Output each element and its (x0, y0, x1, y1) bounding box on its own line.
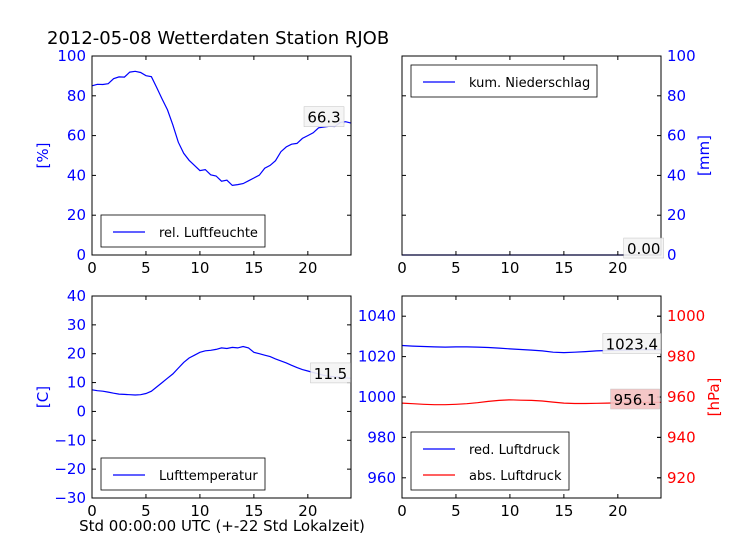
y2-tick-label-pressure: 980 (667, 348, 696, 366)
legend-label-humidity: rel. Luftfeuchte (159, 226, 258, 241)
x-tick-label-pressure: 10 (500, 502, 519, 520)
legend-temperature: Lufttemperatur (100, 457, 266, 491)
legend-box-humidity (100, 214, 266, 248)
annotation-box-pressure (610, 388, 660, 410)
legend-label-temperature: Lufttemperatur (159, 469, 258, 484)
plot-frame-precipitation (401, 55, 662, 256)
y-tick-label-humidity: 20 (67, 206, 86, 224)
legend-pressure: red. Luftdruck abs. Luftdruck (410, 431, 570, 491)
annotation-box-pressure (602, 333, 662, 354)
y-tick-label-precipitation: 20 (667, 206, 686, 224)
y-tick-label-temperature: 20 (67, 345, 86, 363)
y-tick-label-temperature: 10 (67, 374, 86, 392)
annotation-label-pressure: 956.1 (614, 391, 657, 409)
plot-frame-temperature (91, 295, 352, 499)
y-tick-label-pressure: 1000 (358, 388, 396, 406)
annotation-label-precipitation: 0.00 (627, 240, 660, 258)
y-axis-label-precipitation: [mm] (695, 135, 713, 176)
annotation-label-temperature: 11.5 (314, 365, 347, 383)
panel-humidity: 0 5 10 15 20 0 20 40 60 80 100 [%] rel. Luftfeuchte 6… (34, 47, 352, 277)
x-tick-label-temperature: 0 (87, 502, 97, 520)
annotation-box-temperature (310, 362, 351, 384)
x-tick-label-temperature: 20 (298, 502, 317, 520)
plot-frame-humidity (91, 55, 352, 256)
legend-box-temperature (100, 457, 266, 491)
legend-box-precipitation (410, 64, 598, 98)
y-tick-label-temperature: 30 (67, 316, 86, 334)
y-tick-label-temperature: −20 (54, 460, 86, 478)
legend-box-pressure (410, 431, 570, 491)
x-tick-label-temperature: 10 (190, 502, 209, 520)
y2-tick-label-pressure: 960 (667, 388, 696, 406)
y-tick-label-pressure: 1040 (358, 307, 396, 325)
x-axis-label: Std 00:00:00 UTC (+-22 Std Lokalzeit) (79, 517, 365, 535)
annotation-label-pressure: 1023.4 (606, 335, 659, 353)
x-tick-label-temperature: 15 (244, 502, 263, 520)
y-tick-label-humidity: 0 (76, 246, 86, 264)
x-tick-label-precipitation: 0 (397, 259, 407, 277)
legend-label-precipitation: kum. Niederschlag (469, 76, 590, 91)
y-tick-label-temperature: −10 (54, 431, 86, 449)
y2-tick-label-pressure: 920 (667, 469, 696, 487)
x-tick-label-precipitation: 10 (500, 259, 519, 277)
panel-pressure: 0 5 10 15 20 960 980 1000 1020 1040 920 940 960 980 10… (358, 295, 723, 520)
legend-humidity: rel. Luftfeuchte (100, 214, 266, 248)
y-tick-label-humidity: 60 (67, 127, 86, 145)
figure-title: 2012-05-08 Wetterdaten Station RJOB (47, 28, 389, 49)
y-tick-label-pressure: 1020 (358, 348, 396, 366)
x-tick-label-pressure: 0 (397, 502, 407, 520)
x-tick-label-precipitation: 15 (554, 259, 573, 277)
x-tick-label-pressure: 15 (554, 502, 573, 520)
annotation-box-humidity (303, 106, 345, 127)
y-tick-label-pressure: 980 (367, 428, 396, 446)
y-tick-label-precipitation: 60 (667, 127, 686, 145)
y-axis-label-pressure: [hPa] (705, 378, 723, 417)
x-tick-label-humidity: 15 (244, 259, 263, 277)
x-tick-label-precipitation: 5 (451, 259, 461, 277)
y-axis-label-temperature: [C] (34, 386, 52, 408)
x-tick-label-precipitation: 20 (608, 259, 627, 277)
x-tick-label-humidity: 20 (298, 259, 317, 277)
y-tick-label-precipitation: 40 (667, 166, 686, 184)
legend-precipitation: kum. Niederschlag (410, 64, 598, 98)
series-line-temperature-0 (91, 345, 352, 396)
x-tick-label-pressure: 20 (608, 502, 627, 520)
y-tick-label-precipitation: 0 (667, 246, 677, 264)
y-tick-label-precipitation: 80 (667, 87, 686, 105)
x-tick-label-temperature: 5 (141, 502, 151, 520)
y-tick-label-humidity: 40 (67, 166, 86, 184)
legend-label-pressure: red. Luftdruck (469, 443, 560, 458)
y-tick-label-precipitation: 100 (667, 47, 696, 65)
x-tick-label-humidity: 10 (190, 259, 209, 277)
annotation-label-humidity: 66.3 (307, 109, 340, 127)
y-tick-label-temperature: 0 (76, 402, 86, 420)
legend-label-pressure: abs. Luftdruck (469, 469, 562, 484)
annotation-box-precipitation (623, 237, 664, 259)
y2-tick-label-pressure: 1000 (667, 307, 705, 325)
y-tick-label-temperature: 40 (67, 287, 86, 305)
panel-precipitation: 0 5 10 15 20 0 20 40 60 80 100 [mm] kum. Niederschla… (397, 47, 713, 277)
y-tick-label-temperature: −30 (54, 489, 86, 507)
x-tick-label-pressure: 5 (451, 502, 461, 520)
y-tick-label-humidity: 80 (67, 87, 86, 105)
x-tick-label-humidity: 5 (141, 259, 151, 277)
y-tick-label-humidity: 100 (57, 47, 86, 65)
series-line-humidity-0 (91, 70, 352, 187)
y-axis-label-humidity: [%] (34, 143, 52, 169)
x-tick-label-humidity: 0 (87, 259, 97, 277)
panel-temperature: 0 5 10 15 20 −30 −20 −10 0 10 20 30 40 [C] Lufttempera… (34, 287, 352, 520)
y2-tick-label-pressure: 940 (667, 428, 696, 446)
y-tick-label-pressure: 960 (367, 469, 396, 487)
